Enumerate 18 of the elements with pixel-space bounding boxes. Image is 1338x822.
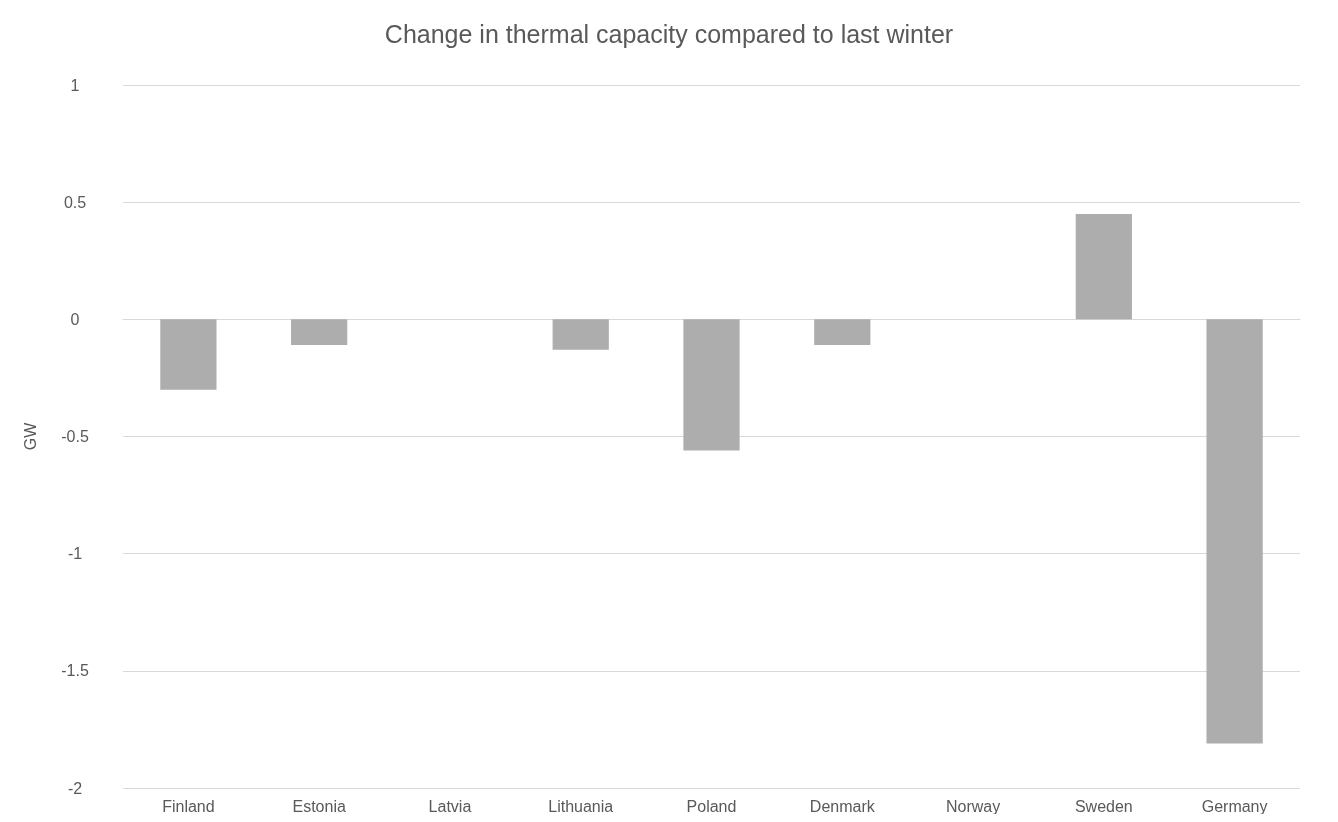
x-tick-label: Finland [162,797,215,815]
y-tick-label: 0.5 [63,193,87,211]
x-tick-label: Poland [686,797,737,815]
x-tick-label: Germany [1201,797,1268,815]
x-tick-label: Norway [945,797,1001,815]
x-tick-label: Latvia [428,797,472,815]
x-tick-label: Estonia [292,797,346,815]
y-tick-label: -1.5 [61,662,89,680]
x-tick-label: Sweden [1074,797,1133,815]
x-tick-label: Lithuania [548,797,614,815]
y-tick-label: -2 [67,779,83,797]
chart-title: Change in thermal capacity compared to last winter [384,19,954,48]
x-tick-label: Denmark [809,797,876,815]
y-tick-label: 1 [70,76,80,94]
y-tick-label: -0.5 [61,428,89,445]
y-axis-title: GW [21,421,39,451]
y-tick-label: -1 [67,545,83,563]
y-tick-label: 0 [70,310,80,328]
